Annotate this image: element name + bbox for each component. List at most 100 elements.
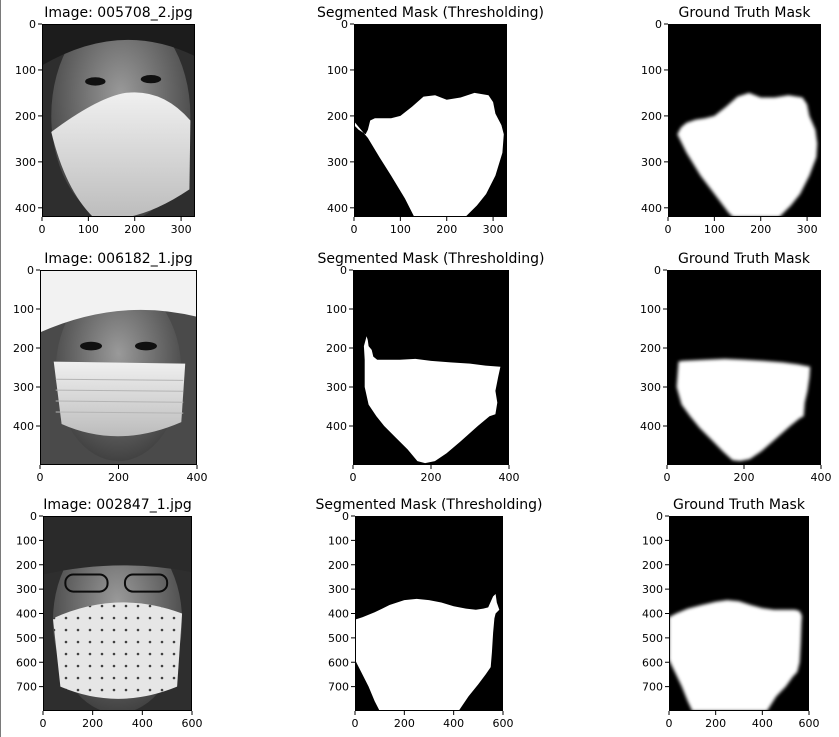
y-tick-label: 400 <box>327 202 348 215</box>
x-tick-label: 200 <box>436 223 457 236</box>
x-tick-label: 400 <box>499 471 520 484</box>
axes-frame <box>667 270 821 465</box>
panel-image <box>669 516 809 711</box>
panel-2: Segmented Mask (Thresholding)0 100 200 3000… <box>317 5 544 236</box>
x-tick-label: 300 <box>171 223 192 236</box>
face-mask-shape <box>52 602 183 699</box>
mask-region <box>677 92 818 217</box>
x-tick-label: 300 <box>797 223 818 236</box>
y-tick-label: 0 <box>27 264 34 277</box>
panel-8: Segmented Mask (Thresholding)0 200 400 6000… <box>315 497 542 730</box>
mask-pleat <box>55 400 184 403</box>
y-tick-label: 0 <box>30 510 37 523</box>
y-tick-label: 300 <box>13 381 34 394</box>
y-tick-label: 200 <box>326 342 347 355</box>
axes-frame <box>353 270 509 465</box>
panel-9: Ground Truth Mask 0 200 400 600 0 100 200 300 400… <box>642 497 820 730</box>
y-tick-label: 400 <box>16 608 37 621</box>
x-tick-label: 0 <box>666 717 673 730</box>
x-tick-label: 0 <box>39 223 46 236</box>
y-tick-label: 100 <box>328 534 349 547</box>
x-tick-label: 200 <box>421 471 442 484</box>
y-tick-label: 400 <box>326 420 347 433</box>
mask-region <box>676 358 811 462</box>
y-tick-label: 0 <box>29 18 36 31</box>
y-tick-label: 0 <box>342 510 349 523</box>
eye-right <box>134 341 157 351</box>
panel-image <box>355 516 503 711</box>
y-tick-label: 200 <box>640 342 661 355</box>
x-tick-label: 0 <box>351 223 358 236</box>
panel-image <box>353 270 509 465</box>
mask-region <box>363 336 501 464</box>
glasses-right <box>123 573 169 593</box>
axes-frame <box>355 516 503 711</box>
panel-title: Image: 002847_1.jpg <box>43 497 191 513</box>
y-tick-label: 300 <box>642 583 663 596</box>
y-tick-label: 300 <box>327 156 348 169</box>
y-tick-label: 300 <box>328 583 349 596</box>
y-tick-label: 700 <box>642 681 663 694</box>
x-tick-label: 400 <box>132 717 153 730</box>
mask-pleat <box>55 411 184 414</box>
panel-image <box>667 270 821 465</box>
y-tick-label: 600 <box>328 656 349 669</box>
y-tick-label: 0 <box>654 264 661 277</box>
y-tick-label: 700 <box>328 681 349 694</box>
y-tick-label: 300 <box>15 156 36 169</box>
x-tick-label: 0 <box>352 717 359 730</box>
y-tick-label: 500 <box>642 632 663 645</box>
x-tick-label: 400 <box>443 717 464 730</box>
face-mask-shape <box>51 92 191 217</box>
x-tick-label: 400 <box>187 471 208 484</box>
y-tick-label: 500 <box>16 632 37 645</box>
x-tick-label: 200 <box>82 717 103 730</box>
mask-pleat <box>55 378 184 381</box>
mask-region <box>354 92 504 217</box>
x-tick-label: 0 <box>350 471 357 484</box>
mask-pleat <box>55 389 184 392</box>
y-tick-label: 0 <box>655 18 662 31</box>
panel-title: Ground Truth Mask <box>679 5 812 21</box>
x-tick-label: 0 <box>37 471 44 484</box>
panel-title: Segmented Mask (Thresholding) <box>315 497 542 513</box>
x-tick-label: 600 <box>799 717 820 730</box>
panel-title: Image: 005708_2.jpg <box>44 5 192 21</box>
x-tick-label: 100 <box>390 223 411 236</box>
y-tick-label: 200 <box>15 110 36 123</box>
y-tick-label: 700 <box>16 681 37 694</box>
glasses-left <box>64 573 109 593</box>
y-tick-label: 100 <box>16 534 37 547</box>
y-tick-label: 200 <box>642 559 663 572</box>
x-tick-label: 300 <box>483 223 504 236</box>
panel-title: Ground Truth Mask <box>678 251 811 267</box>
y-tick-label: 300 <box>16 583 37 596</box>
y-tick-label: 0 <box>656 510 663 523</box>
y-tick-label: 100 <box>13 303 34 316</box>
panel-image <box>668 24 821 217</box>
x-tick-label: 200 <box>734 471 755 484</box>
y-tick-label: 100 <box>640 303 661 316</box>
y-tick-label: 100 <box>641 64 662 77</box>
y-tick-label: 100 <box>326 303 347 316</box>
panel-title: Segmented Mask (Thresholding) <box>317 251 544 267</box>
y-tick-label: 200 <box>16 559 37 572</box>
axes-frame <box>354 24 507 217</box>
y-tick-label: 400 <box>328 608 349 621</box>
eye-left <box>80 341 103 351</box>
y-tick-label: 600 <box>642 656 663 669</box>
panel-7: Image: 002847_1.jpg 0 200 400 600 0 100 200 300 4… <box>16 497 203 730</box>
panel-4: Image: 006182_1.jpg 0 200 400 0 100 200 300 400 <box>13 251 208 484</box>
x-tick-label: 400 <box>752 717 773 730</box>
panel-image <box>43 516 192 711</box>
x-tick-label: 400 <box>811 471 832 484</box>
y-tick-label: 200 <box>327 110 348 123</box>
y-tick-label: 400 <box>641 202 662 215</box>
panel-image <box>354 24 507 217</box>
x-tick-label: 0 <box>665 223 672 236</box>
panel-title: Segmented Mask (Thresholding) <box>317 5 544 21</box>
x-tick-label: 100 <box>78 223 99 236</box>
eye-left <box>85 77 106 86</box>
axes-frame <box>668 24 821 217</box>
